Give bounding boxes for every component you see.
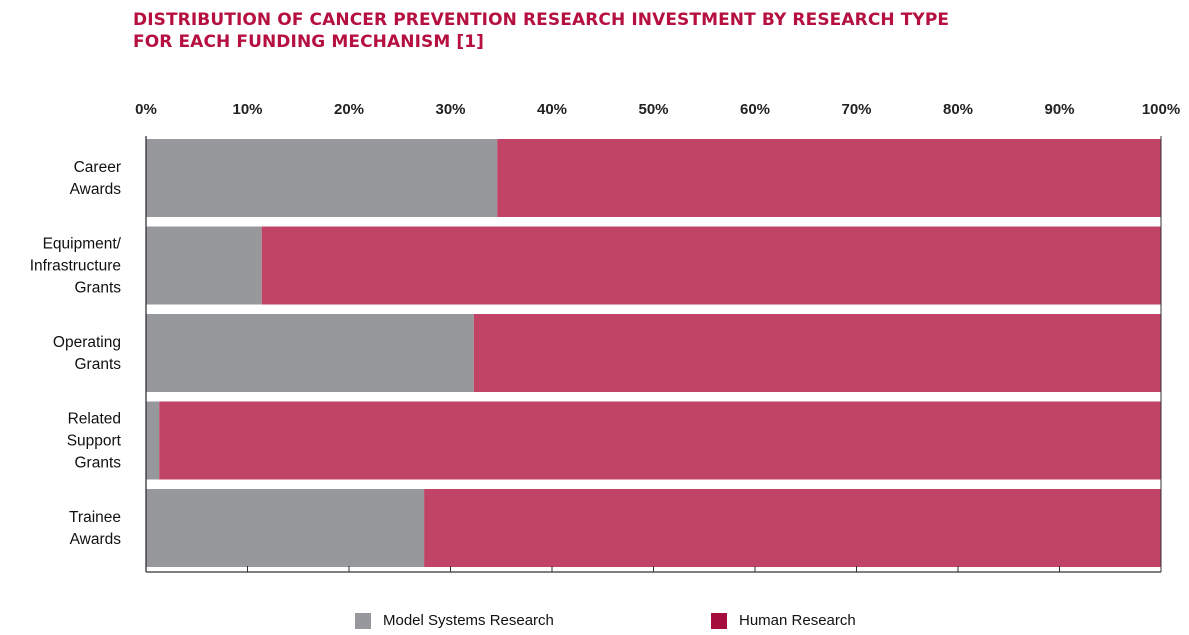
legend-swatch-model-systems (355, 612, 371, 629)
x-tick-label: 50% (638, 101, 668, 118)
chart-title: DISTRIBUTION OF CANCER PREVENTION RESEAR… (133, 9, 1093, 53)
bar-human (424, 489, 1161, 567)
legend-label-human: Human Research (739, 612, 856, 629)
category-label: Awards (70, 531, 122, 548)
bar-model-systems (146, 314, 474, 392)
category-label: Operating (53, 334, 121, 351)
x-tick-label: 0% (135, 101, 157, 118)
bar-human (159, 401, 1161, 480)
bar-model-systems (146, 139, 498, 217)
bar-human (473, 314, 1162, 392)
category-label: Trainee (69, 509, 121, 526)
chart-title-line-2: FOR EACH FUNDING MECHANISM [1] (133, 32, 485, 52)
stacked-bar-chart: 0% 10% 20% 30% 40% 50% 60% 70% 80% 90% 100% Career A… (30, 101, 1180, 573)
x-tick-label: 80% (943, 101, 973, 118)
category-label: Support (67, 433, 122, 450)
chart-title-line-1: DISTRIBUTION OF CANCER PREVENTION RESEAR… (133, 10, 950, 30)
category-label: Awards (70, 181, 122, 198)
legend-item-human: Human Research (711, 612, 856, 629)
x-tick-label: 40% (537, 101, 567, 118)
legend-item-model-systems: Model Systems Research (355, 612, 554, 629)
category-label: Grants (74, 356, 121, 373)
bar-human (497, 139, 1161, 217)
category-label: Grants (74, 280, 121, 297)
bar-model-systems (146, 226, 262, 305)
bar-model-systems (146, 401, 160, 480)
x-tick-label: 100% (1142, 101, 1180, 118)
category-label: Equipment/ (43, 236, 122, 253)
category-label: Related (68, 411, 121, 428)
category-label: Grants (74, 455, 121, 472)
x-tick-label: 30% (435, 101, 465, 118)
category-label: Infrastructure (30, 258, 121, 275)
x-tick-label: 70% (841, 101, 871, 118)
x-tick-label: 90% (1044, 101, 1074, 118)
category-label: Career (74, 159, 121, 176)
legend-label-model-systems: Model Systems Research (383, 612, 554, 629)
legend-swatch-human (711, 612, 727, 629)
x-tick-label: 10% (232, 101, 262, 118)
bar-model-systems (146, 489, 425, 567)
x-tick-label: 60% (740, 101, 770, 118)
bar-human (261, 226, 1162, 305)
x-tick-label: 20% (334, 101, 364, 118)
